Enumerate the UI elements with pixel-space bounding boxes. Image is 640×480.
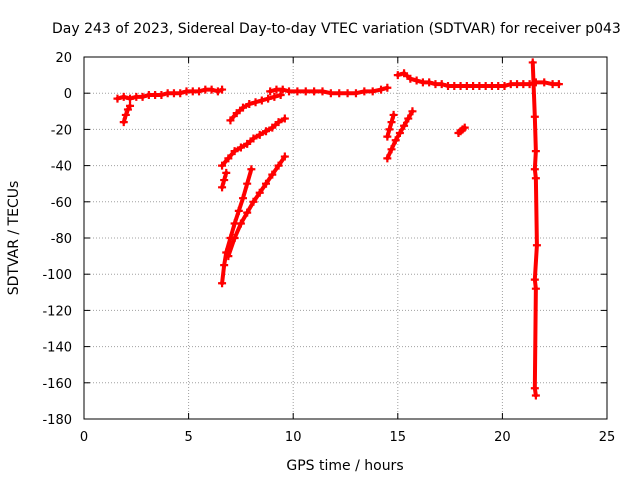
data-segment [532, 243, 539, 282]
series-4 [218, 114, 289, 170]
series-7 [266, 83, 392, 98]
x-tick-label: 15 [390, 430, 407, 445]
y-tick-label: -180 [42, 413, 72, 428]
data-segment [532, 114, 538, 154]
chart-title: Day 243 of 2023, Sidereal Day-to-day VTE… [52, 21, 621, 37]
data-point [554, 80, 563, 89]
data-point [389, 110, 398, 119]
y-tick-label: -100 [42, 268, 72, 283]
data-segment [532, 286, 538, 391]
series-5 [218, 168, 231, 192]
y-tick-label: -80 [51, 232, 72, 247]
data-point [460, 123, 469, 132]
series-1 [119, 101, 135, 127]
data-point [126, 101, 135, 110]
data-segment [530, 60, 537, 119]
data-point [222, 168, 231, 177]
data-segment [533, 176, 539, 248]
x-tick-label: 10 [285, 430, 302, 445]
x-axis-label: GPS time / hours [286, 458, 403, 474]
y-tick-label: 20 [55, 51, 72, 66]
data-point [280, 152, 289, 161]
data-point [276, 91, 285, 100]
y-axis-label: SDTVAR / TECUs [6, 181, 22, 296]
y-tick-label: -160 [42, 377, 72, 392]
x-tick-label: 5 [184, 430, 192, 445]
series-9 [383, 110, 398, 141]
y-axis-ticks: -180 -160 -140 -120 -100 -80 -60 -40 -20 0 20 [42, 51, 607, 428]
series-6 [226, 91, 285, 125]
y-tick-label: -60 [51, 196, 72, 211]
y-tick-label: 0 [64, 87, 72, 102]
y-tick-label: -120 [42, 304, 72, 319]
x-tick-label: 25 [599, 430, 616, 445]
series-0 [113, 85, 227, 103]
series-12 [528, 58, 541, 400]
x-tick-label: 0 [80, 430, 88, 445]
data-point [383, 83, 392, 92]
series-3 [224, 152, 289, 261]
series-2 [218, 165, 256, 288]
data-point [218, 85, 227, 94]
y-tick-label: -40 [51, 160, 72, 175]
data-point [247, 165, 256, 174]
series-11 [454, 123, 469, 138]
x-tick-label: 20 [494, 430, 511, 445]
data-point [531, 391, 540, 400]
series-8 [383, 107, 417, 163]
y-tick-label: -140 [42, 341, 72, 356]
x-axis-ticks: 0 5 10 15 20 25 [80, 57, 615, 445]
y-tick-label: -20 [51, 123, 72, 138]
data-point [408, 107, 417, 116]
data-series [113, 58, 563, 400]
data-point [280, 114, 289, 123]
